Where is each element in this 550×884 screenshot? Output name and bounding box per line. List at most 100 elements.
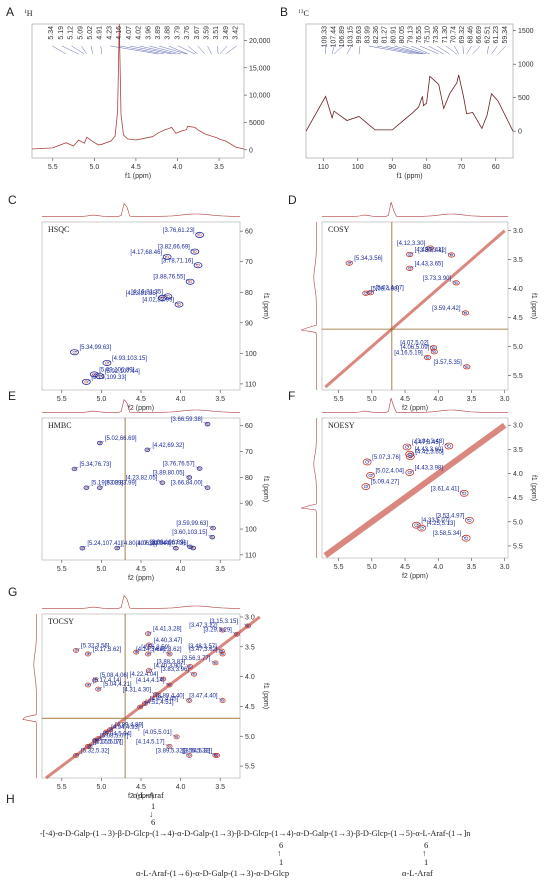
peak-annotation: [4.16,5.19] [394, 351, 423, 357]
peak-annotation: [3.58,5.34] [433, 531, 462, 537]
peak-leader [454, 45, 459, 55]
cross-peak [366, 472, 375, 479]
y-tick-label: 5.0 [513, 344, 523, 351]
cross-peak-core [161, 481, 164, 484]
peak-leader [158, 45, 187, 55]
cross-peak [145, 631, 152, 637]
x-tick-label: 4.0 [176, 784, 186, 791]
peak-annotation: [3.88,106.89] [150, 540, 185, 546]
peak-annotation: [3.89,4.40] [156, 693, 185, 699]
annotation-leader [165, 744, 170, 747]
y-tick-label: 110 [245, 381, 256, 388]
annotation-leader [243, 623, 249, 627]
peak-annotation: [3.53,4.97] [436, 513, 465, 519]
annotation-leader [74, 350, 79, 353]
cross-peak-core [93, 679, 97, 682]
cross-peak-core [465, 365, 469, 369]
annotation-leader [410, 454, 415, 457]
peak-annotation: [4.93,103.15] [112, 356, 147, 362]
peak-label: 99.63 [356, 26, 363, 44]
x-tick-label: 70 [457, 164, 465, 171]
cross-peak-core [134, 651, 138, 654]
y-tick-label: 3.0 [513, 423, 523, 430]
peak-label: 5.02 [87, 26, 94, 40]
peak-label: 3.76 [184, 26, 191, 40]
annotation-leader [367, 459, 372, 463]
annotation-leader [94, 738, 100, 741]
cross-peak [102, 359, 112, 366]
cross-peak-core [432, 350, 436, 354]
annotation-leader [462, 364, 467, 368]
x-tick-label: 90 [388, 164, 396, 171]
cross-peak-core [74, 754, 78, 757]
peak-label: 4.07 [126, 26, 133, 40]
x-tick-label: 5.5 [48, 164, 58, 171]
annotation-leader [98, 686, 103, 690]
cross-peak-core [414, 523, 419, 527]
cross-peak [444, 442, 454, 450]
annotation-leader [406, 444, 412, 448]
cross-peak-core [197, 233, 202, 237]
peak-annotation: [4.25,5.13] [427, 521, 456, 527]
peak-annotation: [5.09,4.08] [371, 286, 400, 292]
peak-annotation: [4.06,5.09] [401, 345, 430, 351]
annotation-leader [172, 734, 177, 738]
peak-leader [219, 45, 228, 55]
cross-peak [166, 682, 173, 688]
cross-peak-core [98, 441, 102, 445]
peak-annotation: [4.22,4.04] [130, 672, 159, 678]
cross-peak [361, 483, 371, 490]
x-tick-label: 3.0 [500, 564, 510, 571]
x-axis-label: f1 (ppm) [396, 173, 422, 180]
y-tick-label: 0 [249, 147, 253, 154]
peak-leader [197, 45, 206, 55]
peak-label: 107.44 [330, 26, 337, 48]
peak-leader [71, 45, 85, 55]
cross-peak [219, 627, 226, 633]
annotation-leader [461, 310, 466, 314]
left-arrow: ↑ [277, 848, 282, 858]
projection-trace [301, 418, 317, 558]
peak-annotation: [4.43,3.41] [415, 247, 444, 253]
cross-peak [145, 642, 152, 648]
x-tick-label: 60 [492, 164, 500, 171]
x-tick-label: 3.5 [214, 164, 224, 171]
cross-peak [133, 649, 140, 655]
y-tick-label: 4.0 [513, 471, 523, 478]
x-tick-label: 3.5 [467, 564, 477, 571]
annotation-leader [195, 232, 200, 236]
cross-peak-core [168, 683, 171, 687]
annotation-leader [365, 291, 370, 294]
cross-peak-core [146, 632, 150, 635]
x-axis-label: f1 (ppm) [125, 173, 151, 180]
cross-peak-core [86, 652, 90, 656]
x-tick-label: 3.0 [500, 396, 510, 403]
y-tick-label: 5.5 [513, 373, 523, 380]
cross-peak [95, 686, 102, 692]
peak-label: 70.74 [450, 26, 457, 44]
cross-peak [107, 727, 114, 733]
y-tick-label: 500 [518, 95, 530, 102]
peak-leader [411, 45, 430, 55]
y-tick-label: 3.0 [513, 228, 523, 235]
annotation-leader [174, 302, 180, 305]
annotation-leader [409, 266, 414, 269]
spectrum-title-d: COSY [328, 225, 350, 234]
x-tick-label: 5.5 [57, 566, 67, 573]
cross-peak [185, 278, 195, 285]
annotation-leader [460, 491, 465, 494]
cross-peak [166, 651, 173, 657]
annotation-leader [430, 349, 435, 352]
y-tick-label: 60 [245, 229, 253, 236]
peak-label: 75.10 [425, 26, 432, 44]
annotation-leader [423, 355, 428, 358]
y-axis-label: f1 (ppm) [530, 293, 537, 319]
annotation-leader [186, 664, 191, 667]
left-branch: α-L-Araf-(1→6)-α-D-Galp-(1→3)-α-D-Glcp [136, 868, 290, 878]
y-tick-label: 4.5 [513, 315, 523, 322]
right-arrow: ↑ [422, 848, 427, 858]
annotation-leader [140, 704, 145, 708]
cross-peak [83, 485, 90, 490]
y-tick-label: 4.0 [245, 674, 255, 681]
peak-annotation: [5.04,5.04] [103, 732, 132, 738]
